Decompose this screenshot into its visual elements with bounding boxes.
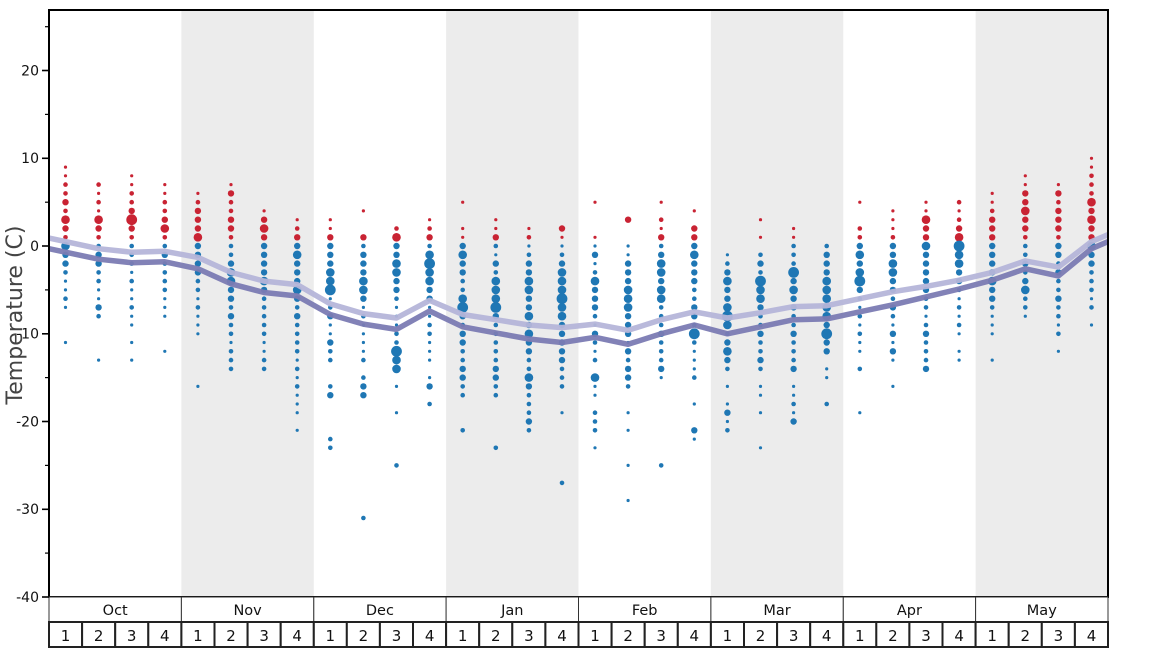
- week-label: 1: [723, 627, 733, 645]
- week-label: 4: [822, 627, 832, 645]
- week-label: 1: [61, 627, 71, 645]
- week-label: 2: [491, 627, 501, 645]
- month-band-Jan: [446, 10, 579, 597]
- svg-text:10: 10: [21, 151, 39, 167]
- month-label-Feb: Feb: [632, 603, 658, 619]
- y-axis-ticks: 20 10 0 -10 -20 -30 -40: [16, 26, 49, 606]
- month-label-May: May: [1027, 603, 1057, 619]
- week-label: 1: [855, 627, 865, 645]
- week-label: 2: [94, 627, 104, 645]
- week-label: 3: [259, 627, 269, 645]
- month-label-Apr: Apr: [897, 603, 922, 619]
- week-label: 4: [557, 627, 567, 645]
- month-label-Nov: Nov: [233, 603, 262, 619]
- week-label: 4: [160, 627, 170, 645]
- week-label: 3: [127, 627, 137, 645]
- week-label: 1: [193, 627, 203, 645]
- week-label: 3: [789, 627, 799, 645]
- week-label: 3: [524, 627, 534, 645]
- week-label: 2: [623, 627, 633, 645]
- svg-text:20: 20: [21, 63, 39, 79]
- week-label: 3: [392, 627, 402, 645]
- week-label: 1: [458, 627, 468, 645]
- week-label: 4: [690, 627, 700, 645]
- week-label: 4: [292, 627, 302, 645]
- week-label: 3: [1054, 627, 1064, 645]
- svg-text:-20: -20: [16, 414, 39, 430]
- week-label: 3: [921, 627, 931, 645]
- svg-text:-30: -30: [16, 502, 39, 518]
- week-label: 2: [226, 627, 236, 645]
- week-label: 2: [359, 627, 369, 645]
- week-label: 4: [1087, 627, 1097, 645]
- week-label: 2: [1021, 627, 1031, 645]
- month-label-Mar: Mar: [763, 603, 790, 619]
- month-label-Jan: Jan: [500, 603, 523, 619]
- y-axis-label: Temperature (C): [3, 226, 28, 406]
- week-label: 1: [326, 627, 336, 645]
- week-label: 1: [987, 627, 997, 645]
- svg-text:-10: -10: [16, 327, 39, 343]
- month-band-Nov: [181, 10, 314, 597]
- month-band-May: [975, 10, 1108, 597]
- svg-text:-40: -40: [16, 590, 39, 606]
- week-label: 4: [425, 627, 435, 645]
- week-label: 2: [888, 627, 898, 645]
- week-label: 2: [756, 627, 766, 645]
- svg-text:0: 0: [30, 239, 39, 255]
- week-label: 1: [590, 627, 600, 645]
- month-axis-row: Oct Nov Dec Jan Feb Mar Apr May: [48, 596, 1109, 623]
- week-label: 3: [656, 627, 666, 645]
- average-max-temp-line: [48, 232, 1110, 334]
- month-label-Oct: Oct: [103, 603, 128, 619]
- week-label: 4: [954, 627, 964, 645]
- month-label-Dec: Dec: [366, 603, 394, 619]
- average-min-temp-line: [48, 239, 1110, 348]
- week-axis-row: 1 2 3 4 1 2 3 4 1 2 3 4 1 2 3 4 1 2 3 4 1 2 3 4 1 2 3 4 1 2 3 4: [48, 621, 1110, 648]
